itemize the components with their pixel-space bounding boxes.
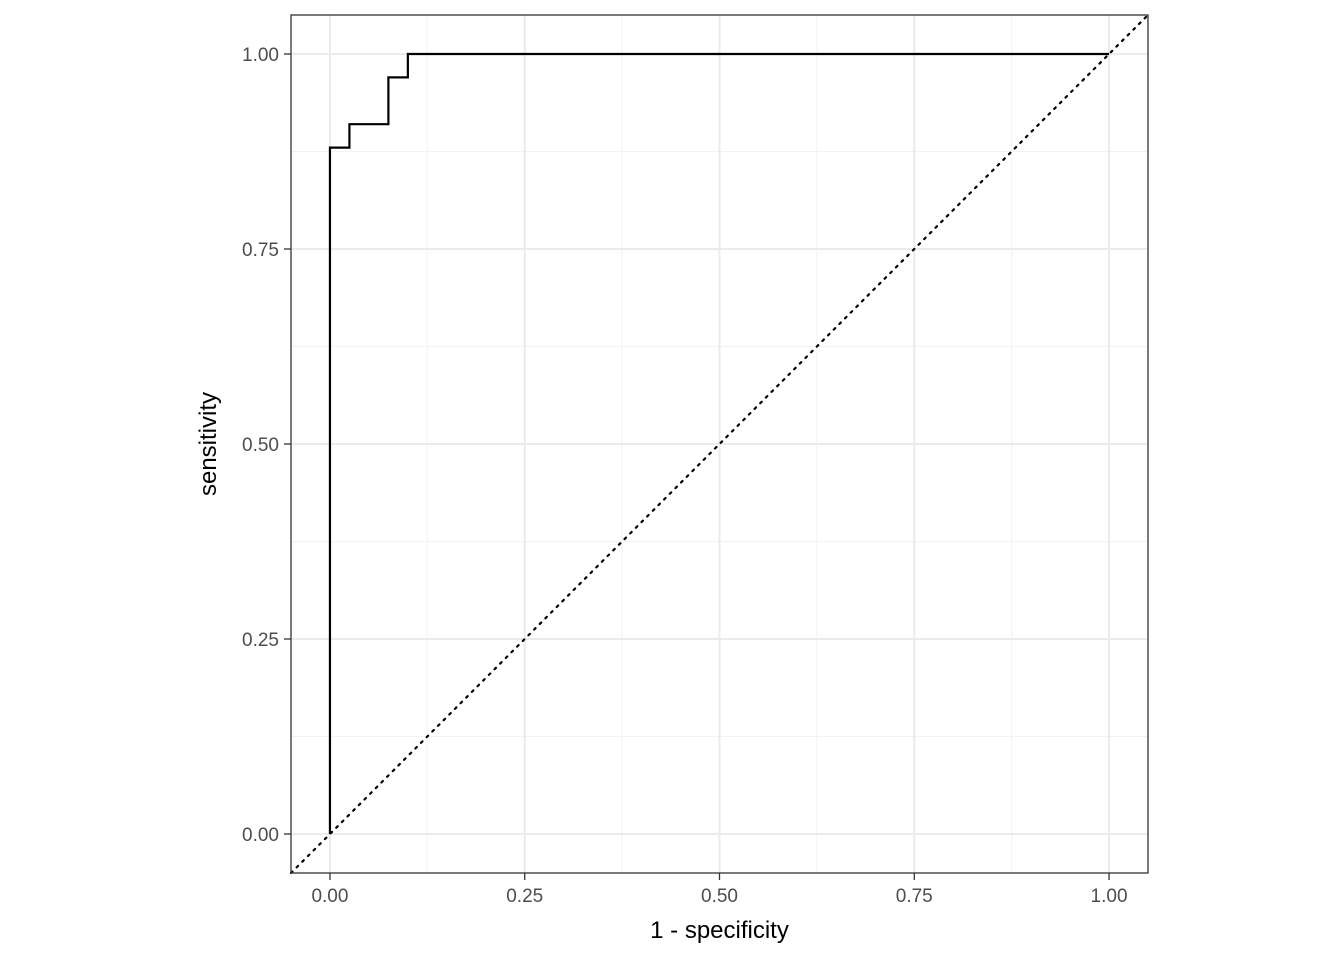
y-tick-label: 0.50 <box>242 435 279 456</box>
x-tick-label: 1.00 <box>1091 886 1128 907</box>
roc-curve-line <box>328 52 1110 834</box>
x-tick-label: 0.75 <box>896 886 933 907</box>
reference-diagonal-line <box>289 13 1150 875</box>
x-axis-title: 1 - specificity <box>650 917 789 944</box>
y-axis-title: sensitivity <box>195 392 222 496</box>
y-tick-label: 1.00 <box>242 45 279 66</box>
axes: 0.00 0.25 0.50 0.75 1.00 0.00 0.25 0.50 0.75 1.00 <box>242 45 1128 907</box>
y-tick-label: 0.75 <box>242 240 279 261</box>
x-tick-label: 0.50 <box>701 886 738 907</box>
y-tick-label: 0.25 <box>242 630 279 651</box>
y-tick-label: 0.00 <box>242 825 279 846</box>
series-layer <box>289 13 1150 875</box>
x-tick-label: 0.00 <box>311 886 348 907</box>
x-tick-label: 0.25 <box>506 886 543 907</box>
